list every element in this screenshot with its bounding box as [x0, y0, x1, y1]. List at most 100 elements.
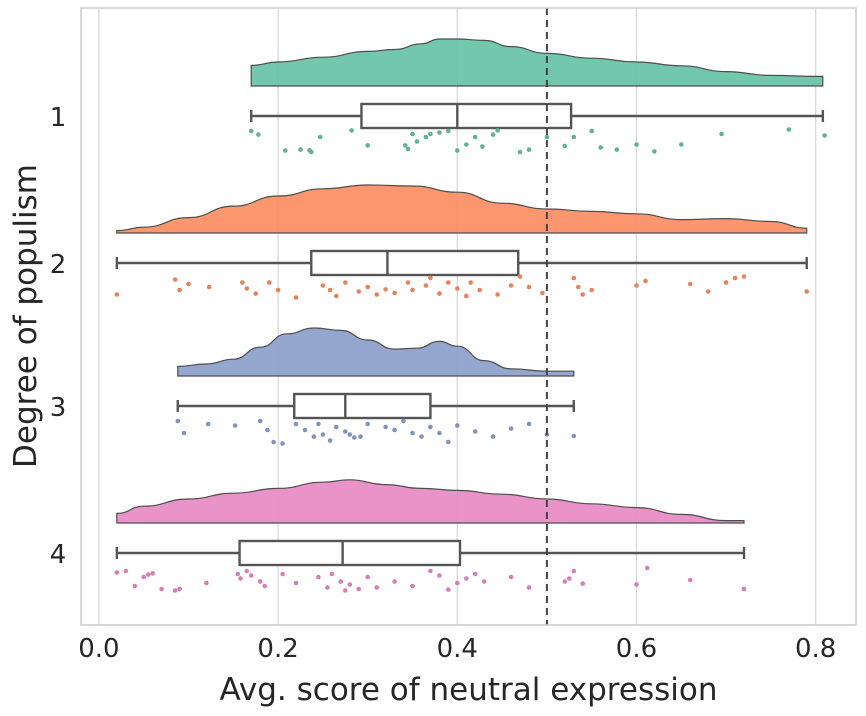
rain-point: [383, 424, 388, 430]
y-tick-label: 1: [50, 103, 67, 133]
rain-point: [589, 128, 594, 134]
iqr-box: [293, 392, 432, 420]
rain-point: [365, 284, 371, 290]
rain-point: [334, 424, 339, 430]
rain-point: [320, 283, 326, 288]
rain-point: [490, 434, 496, 439]
rain-point: [383, 287, 388, 292]
rain-point: [419, 434, 424, 439]
rain-point: [238, 576, 243, 581]
rain-point: [123, 568, 129, 574]
rain-point: [309, 149, 314, 155]
x-tick-label: 0.0: [78, 634, 119, 664]
rain-point: [293, 421, 299, 427]
x-tick-label: 0.4: [437, 634, 478, 664]
rain-point: [186, 281, 191, 287]
rain-point: [495, 128, 500, 133]
rain-point: [571, 568, 577, 574]
rain-point: [283, 148, 288, 153]
rain-point: [257, 579, 263, 584]
y-tick-label: 2: [50, 250, 67, 280]
rain-point: [481, 579, 487, 584]
rain-point: [262, 583, 268, 589]
rain-point: [293, 295, 299, 300]
rain-point: [634, 582, 639, 587]
rain-point: [410, 430, 415, 436]
rain-point: [403, 143, 408, 148]
rain-point: [114, 570, 120, 575]
rain-point: [329, 571, 335, 577]
rain-point: [571, 433, 577, 439]
rain-point: [446, 128, 451, 134]
rain-point: [132, 583, 138, 589]
rain-point: [455, 423, 460, 428]
density-cloud: [250, 38, 824, 87]
y-tick-labels: 1 2 3 4: [50, 103, 67, 570]
rain-point: [256, 132, 261, 137]
rain-point: [464, 293, 469, 299]
rain-point: [232, 423, 238, 428]
rain-point: [181, 430, 187, 436]
rain-point: [455, 286, 460, 291]
y-axis-label: Degree of populism: [8, 164, 44, 468]
rain-point: [652, 149, 657, 154]
rain-point: [410, 583, 415, 589]
rain-point: [145, 572, 151, 577]
rain-point: [317, 134, 323, 140]
rain-point: [298, 147, 303, 152]
rain-point: [526, 585, 532, 590]
rain-point: [356, 586, 362, 592]
plot-frame: [80, 7, 857, 626]
rain-point: [302, 427, 308, 433]
group-1: [248, 38, 827, 155]
rain-point: [540, 290, 545, 296]
rain-point: [464, 142, 469, 147]
rain-point: [571, 134, 577, 140]
rain-point: [280, 441, 285, 446]
rain-point: [634, 142, 639, 147]
rain-point: [316, 421, 321, 427]
density-cloud: [177, 327, 575, 377]
rain-point: [150, 571, 155, 576]
rain-point: [327, 287, 333, 293]
rain-point: [316, 574, 321, 580]
rain-point: [455, 148, 460, 153]
plot-background: [81, 8, 856, 625]
rain-point: [175, 418, 181, 424]
rain-point: [428, 131, 433, 137]
rain-point: [293, 580, 299, 586]
rain-point: [477, 287, 483, 293]
density-cloud: [116, 479, 745, 524]
rain-point: [468, 280, 474, 285]
rain-point: [352, 435, 357, 440]
rain-point: [177, 586, 182, 592]
rain-point: [562, 143, 568, 149]
rain-point: [679, 142, 684, 147]
rain-point: [517, 274, 523, 279]
rain-point: [517, 149, 523, 155]
rain-point: [580, 292, 585, 297]
x-tick-label: 0.6: [616, 634, 657, 664]
rain-point: [235, 571, 241, 577]
rain-point: [414, 139, 420, 144]
rain-point: [311, 434, 317, 439]
y-tick-label: 3: [50, 393, 67, 423]
rain-point: [480, 144, 485, 149]
rain-point: [526, 421, 532, 427]
rain-point: [266, 280, 272, 285]
rain-point: [240, 280, 245, 285]
rain-point: [490, 132, 496, 137]
rain-point: [741, 586, 747, 592]
rain-point: [343, 429, 348, 434]
rain-point: [205, 421, 211, 427]
rain-point: [374, 585, 380, 590]
y-tick-label: 4: [50, 540, 67, 570]
rain-point: [567, 576, 572, 581]
rain-point: [320, 432, 326, 437]
rain-point: [253, 291, 258, 296]
rain-point: [392, 579, 397, 584]
rain-point: [325, 585, 330, 590]
iqr-box: [310, 249, 520, 277]
rain-point: [437, 130, 442, 135]
